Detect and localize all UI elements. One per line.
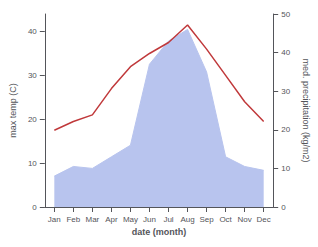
svg-text:10: 10 <box>28 159 37 168</box>
svg-text:50: 50 <box>281 10 290 19</box>
svg-text:0: 0 <box>281 203 286 212</box>
svg-text:Aug: Aug <box>180 215 194 224</box>
svg-text:40: 40 <box>28 27 37 36</box>
svg-text:30: 30 <box>281 87 290 96</box>
svg-text:Oct: Oct <box>219 215 232 224</box>
svg-text:Apr: Apr <box>105 215 118 224</box>
svg-text:med. precipitation (kg/m2): med. precipitation (kg/m2) <box>301 58 311 162</box>
svg-text:Dec: Dec <box>257 215 271 224</box>
svg-text:0: 0 <box>32 203 37 212</box>
svg-text:Feb: Feb <box>66 215 80 224</box>
svg-text:10: 10 <box>281 164 290 173</box>
svg-text:Jan: Jan <box>48 215 61 224</box>
svg-text:Jun: Jun <box>143 215 156 224</box>
svg-text:Jul: Jul <box>163 215 173 224</box>
svg-text:20: 20 <box>281 125 290 134</box>
svg-text:Sep: Sep <box>199 215 214 224</box>
svg-text:40: 40 <box>281 48 290 57</box>
svg-text:May: May <box>123 215 138 224</box>
svg-text:Mar: Mar <box>85 215 99 224</box>
svg-text:30: 30 <box>28 71 37 80</box>
svg-text:20: 20 <box>28 115 37 124</box>
svg-text:Nov: Nov <box>238 215 252 224</box>
svg-text:max temp (C): max temp (C) <box>8 83 18 138</box>
svg-text:date (month): date (month) <box>132 227 187 237</box>
